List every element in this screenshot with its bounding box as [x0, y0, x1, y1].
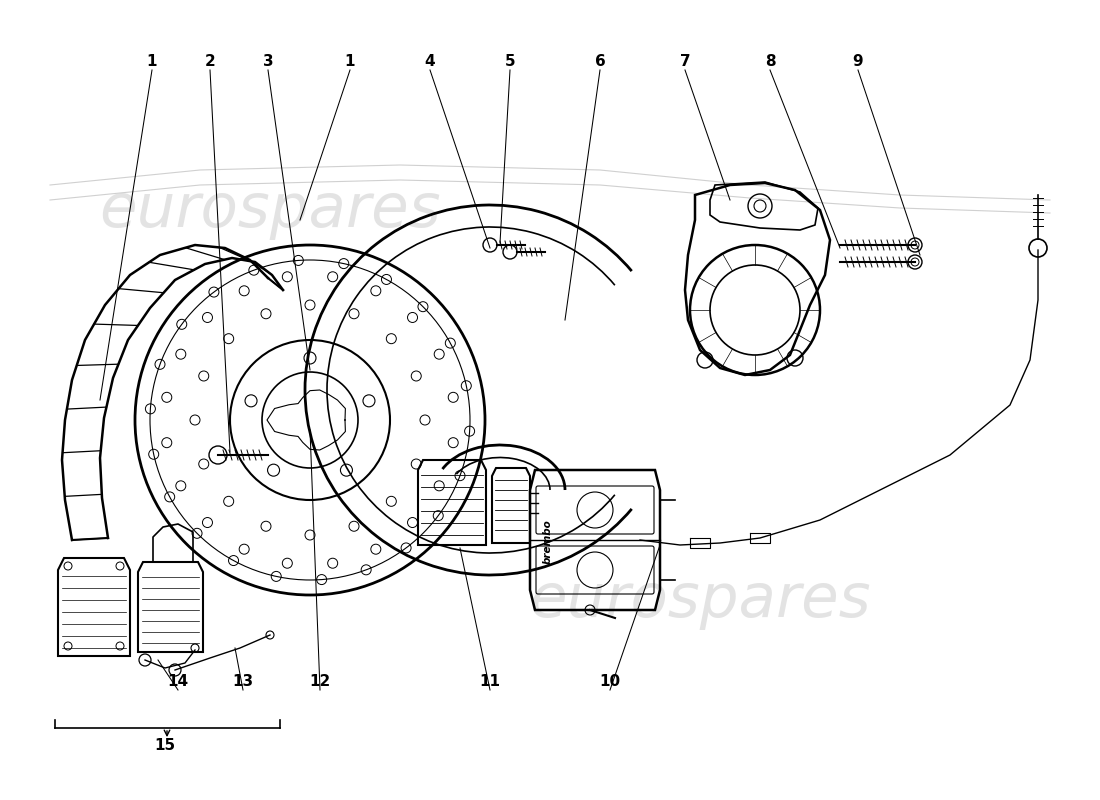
Text: 15: 15: [154, 738, 176, 753]
Text: 11: 11: [480, 674, 501, 690]
Text: 9: 9: [852, 54, 864, 70]
Text: 1: 1: [146, 54, 157, 70]
Text: 13: 13: [232, 674, 254, 690]
Text: 5: 5: [505, 54, 515, 70]
Text: 1: 1: [344, 54, 355, 70]
Text: 2: 2: [205, 54, 216, 70]
Text: 8: 8: [764, 54, 776, 70]
Text: eurospares: eurospares: [99, 181, 441, 239]
Text: eurospares: eurospares: [529, 570, 871, 630]
Text: 6: 6: [595, 54, 605, 70]
Text: 7: 7: [680, 54, 691, 70]
Text: 14: 14: [167, 674, 188, 690]
Text: brembo: brembo: [543, 520, 553, 564]
Text: 12: 12: [309, 674, 331, 690]
Text: 3: 3: [263, 54, 273, 70]
Text: 10: 10: [600, 674, 620, 690]
Text: 4: 4: [425, 54, 436, 70]
